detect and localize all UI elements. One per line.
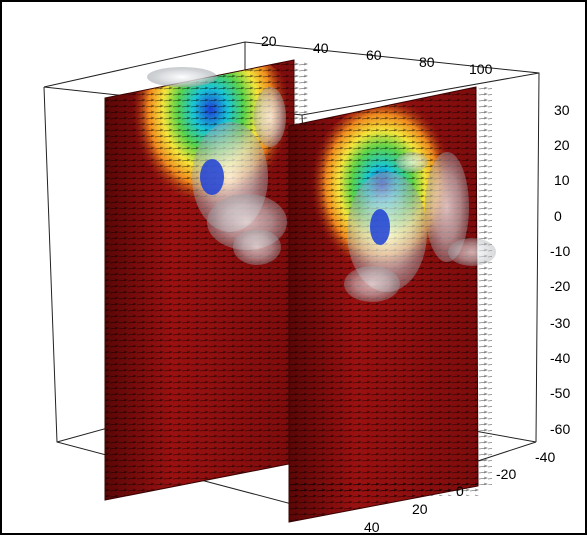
right-tick: -30: [550, 315, 570, 331]
bottom-tick: 20: [412, 501, 428, 517]
bottom-tick: -40: [535, 449, 555, 465]
bottom-tick: -20: [496, 466, 516, 482]
right-tick: -20: [550, 278, 570, 294]
top-axis: 20 40 60 80 100: [261, 33, 493, 77]
top-tick: 60: [366, 47, 382, 63]
right-tick: -50: [550, 385, 570, 401]
bottom-tick: 40: [364, 519, 380, 535]
isosurface-front: [344, 152, 496, 302]
bottom-axis: -40 -20 0 20 40: [364, 449, 555, 535]
top-tick: 40: [313, 40, 329, 56]
top-tick: 80: [419, 54, 435, 70]
right-tick: 20: [554, 137, 570, 153]
right-tick: -10: [550, 243, 570, 259]
right-axis: 30 20 10 0 -10 -20 -30 -40 -50 -60: [550, 102, 570, 437]
right-tick: 10: [554, 172, 570, 188]
bottom-tick: 0: [456, 483, 464, 499]
right-tick: 0: [554, 208, 562, 224]
right-tick: -40: [550, 350, 570, 366]
right-tick: 30: [554, 102, 570, 118]
vector-plane-front: [288, 86, 492, 523]
top-tick: 20: [261, 33, 277, 49]
top-tick: 100: [469, 61, 493, 77]
isosurface-back: [147, 67, 287, 265]
right-tick: -60: [550, 421, 570, 437]
